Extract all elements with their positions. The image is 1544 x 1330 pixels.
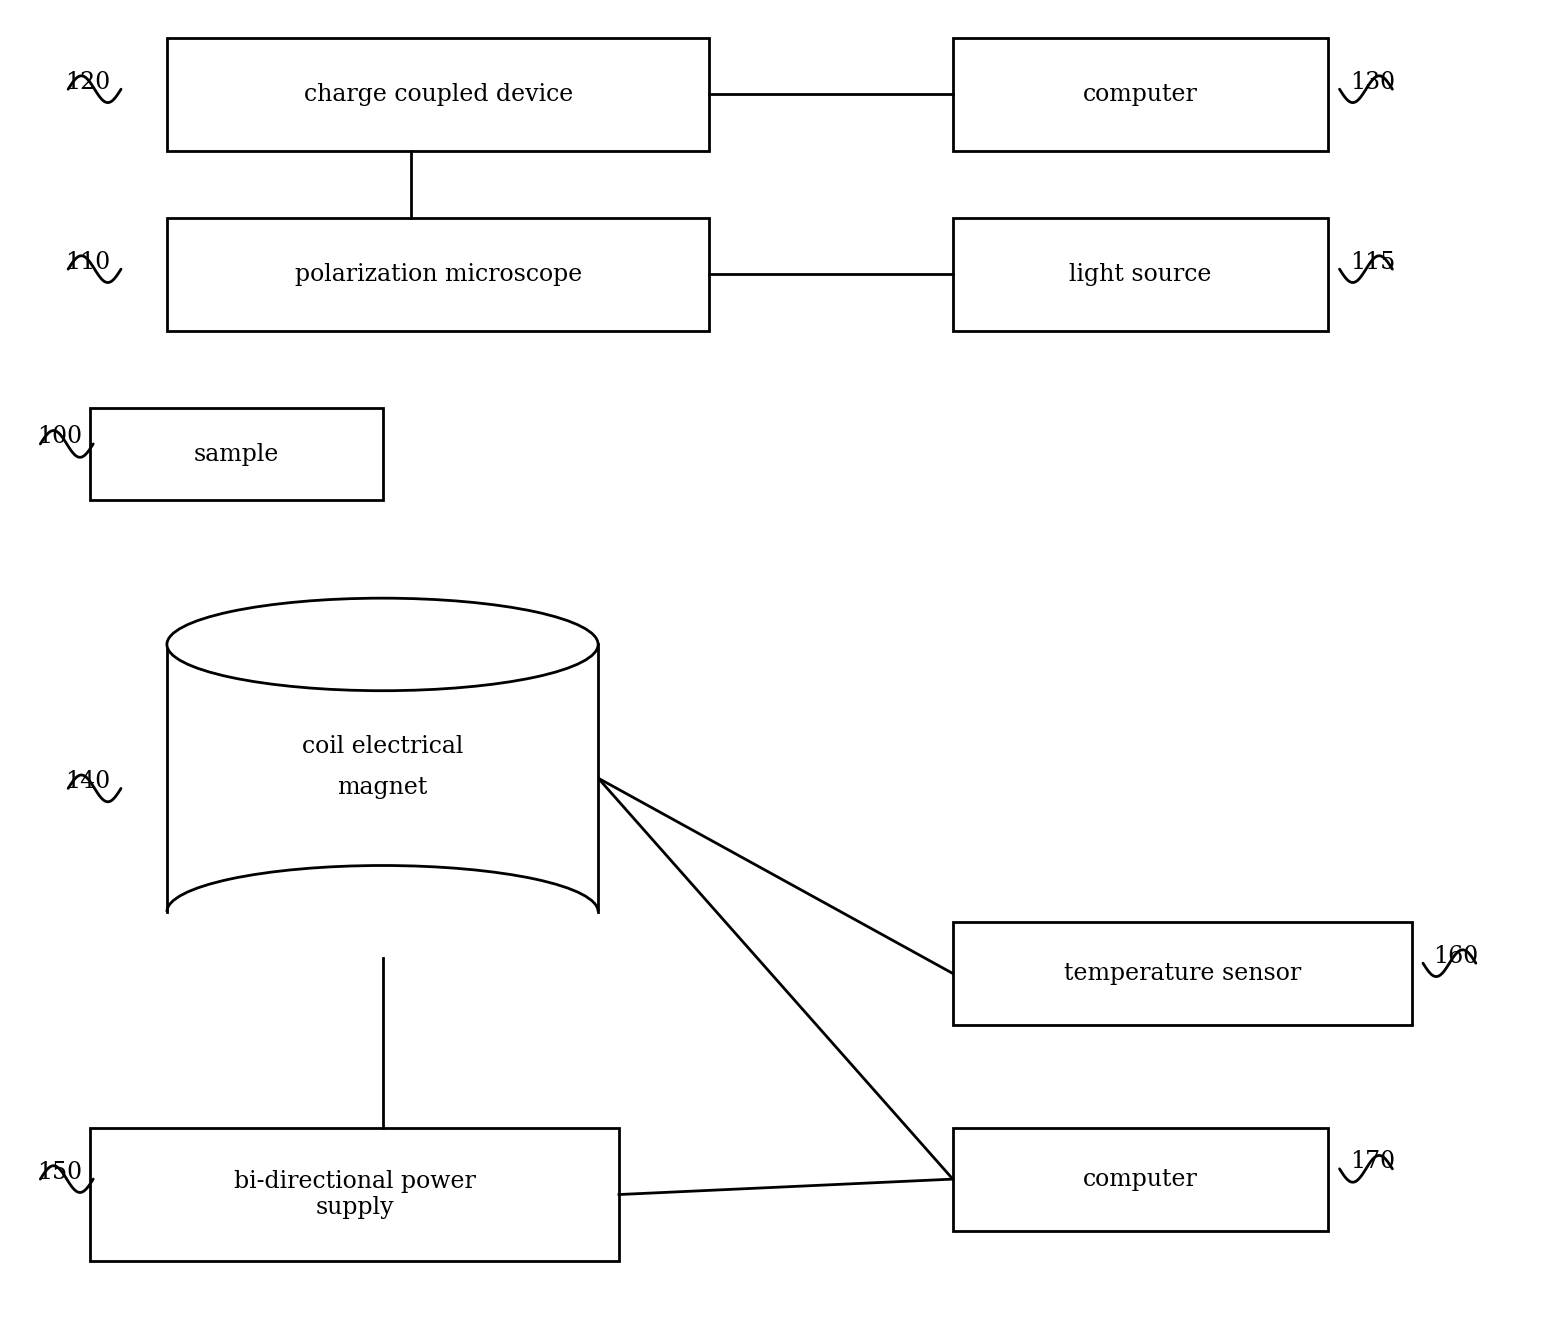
Text: sample: sample	[195, 443, 279, 466]
Text: light source: light source	[1070, 263, 1212, 286]
Text: coil electrical: coil electrical	[301, 734, 463, 758]
Text: 130: 130	[1349, 70, 1396, 93]
Bar	[91, 1128, 619, 1261]
Text: 115: 115	[1349, 250, 1396, 274]
Bar	[953, 922, 1411, 1025]
Text: 150: 150	[37, 1161, 83, 1184]
Bar	[953, 218, 1328, 331]
Text: computer: computer	[1084, 82, 1198, 106]
Bar	[167, 37, 709, 150]
Text: bi-directional power
supply: bi-directional power supply	[233, 1169, 476, 1220]
Text: polarization microscope: polarization microscope	[295, 263, 582, 286]
Text: 170: 170	[1349, 1150, 1396, 1173]
Bar	[91, 408, 383, 500]
Text: temperature sensor: temperature sensor	[1064, 962, 1302, 986]
Text: computer: computer	[1084, 1168, 1198, 1190]
Text: 160: 160	[1433, 944, 1479, 968]
Text: 140: 140	[65, 770, 111, 793]
Text: 120: 120	[65, 70, 111, 93]
Text: 100: 100	[37, 426, 83, 448]
Bar	[953, 37, 1328, 150]
Text: 110: 110	[65, 250, 111, 274]
Ellipse shape	[167, 598, 598, 690]
Text: magnet: magnet	[337, 775, 428, 799]
Bar	[953, 1128, 1328, 1230]
Bar	[167, 218, 709, 331]
Bar	[167, 645, 598, 912]
Text: charge coupled device: charge coupled device	[304, 82, 573, 106]
